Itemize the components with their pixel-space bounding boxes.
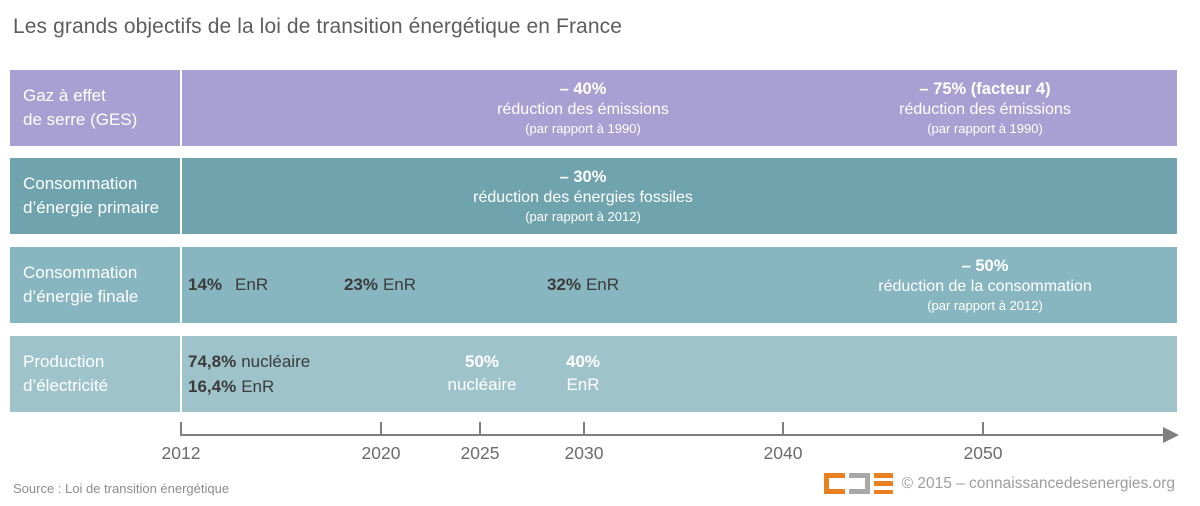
band-energie-finale: Consommation d’énergie finale 14% EnR 23… — [10, 247, 1177, 323]
band-production-electricite: Production d’électricité 74,8% nucléaire … — [10, 336, 1177, 412]
credit-block: © 2015 – connaissancedesenergies.org — [823, 473, 1175, 494]
timeline-arrow-icon — [1163, 427, 1179, 443]
band-energie-primaire: Consommation d’énergie primaire – 30% ré… — [10, 158, 1177, 234]
target-description: réduction de la consommation — [878, 278, 1092, 295]
year-label-2040: 2040 — [763, 443, 803, 463]
mix-line: 16,4% EnR — [188, 374, 310, 399]
band-label-line: Production — [23, 352, 105, 371]
copyright-text: © 2015 – connaissancedesenergies.org — [901, 474, 1175, 492]
value-number: 16,4% — [188, 377, 237, 396]
year-label-2012: 2012 — [161, 443, 201, 463]
band-label-line: d’énergie finale — [23, 287, 139, 306]
band-label-line: Consommation — [23, 174, 138, 193]
band-label-line: Consommation — [23, 263, 138, 282]
target-description: réduction des émissions — [899, 101, 1071, 118]
target-enr-2030: 40% EnR — [523, 336, 643, 412]
target-value: – 30% — [559, 168, 607, 186]
band-energie-finale-label: Consommation d’énergie finale — [10, 247, 182, 323]
band-label-line: d’électricité — [23, 376, 109, 395]
band-label-line: Gaz à effet — [23, 86, 106, 105]
band-label-line: d’énergie primaire — [23, 198, 160, 217]
band-production-electricite-label: Production d’électricité — [10, 336, 182, 412]
target-finale-2050: – 50% réduction de la consommation (par … — [825, 247, 1145, 323]
value-unit: EnR — [585, 275, 620, 294]
year-label-2020: 2020 — [361, 443, 401, 463]
band-energie-primaire-label: Consommation d’énergie primaire — [10, 158, 182, 234]
logo-c-glyph-icon — [823, 473, 845, 494]
target-value: – 50% — [961, 257, 1009, 275]
year-label-2030: 2030 — [564, 443, 604, 463]
value-unit: EnR — [566, 375, 600, 394]
mix-line: 74,8% nucléaire — [188, 349, 310, 374]
value-number: 23% — [343, 275, 378, 294]
value-unit: EnR — [382, 275, 417, 294]
tick-2012 — [180, 422, 182, 434]
value-unit: nucléaire — [241, 352, 311, 371]
value-enr-2030: 32% EnR — [523, 247, 643, 323]
band-label-line: de serre (GES) — [23, 110, 138, 129]
value-enr-2020: 23% EnR — [320, 247, 440, 323]
value-number: 14% — [188, 275, 223, 294]
band-ges-label: Gaz à effet de serre (GES) — [10, 70, 182, 146]
value-unit: nucléaire — [447, 375, 517, 394]
value-number: 74,8% — [188, 352, 237, 371]
value-enr-2012: 14% EnR — [188, 247, 268, 323]
band-ges: Gaz à effet de serre (GES) – 40% réducti… — [10, 70, 1177, 146]
target-reference: (par rapport à 1990) — [525, 121, 641, 136]
value-number: 50% — [464, 352, 500, 371]
target-primaire-2030: – 30% réduction des énergies fossiles (p… — [423, 158, 743, 234]
tick-2050 — [982, 422, 984, 434]
tick-2040 — [782, 422, 784, 434]
logo-e-glyph-icon — [873, 473, 893, 494]
value-unit: EnR — [241, 377, 275, 396]
logo-d-glyph-icon — [848, 473, 870, 494]
target-description: réduction des énergies fossiles — [473, 189, 693, 206]
year-label-2025: 2025 — [460, 443, 500, 463]
target-reference: (par rapport à 1990) — [927, 121, 1043, 136]
target-ges-2030: – 40% réduction des émissions (par rappo… — [423, 70, 743, 146]
tick-2020 — [380, 422, 382, 434]
tick-2030 — [583, 422, 585, 434]
value-number: 32% — [546, 275, 581, 294]
target-ges-2050: – 75% (facteur 4) réduction des émission… — [825, 70, 1145, 146]
target-reference: (par rapport à 2012) — [927, 298, 1043, 313]
mix-electrique-2012: 74,8% nucléaire 16,4% EnR — [188, 336, 310, 412]
target-description: réduction des émissions — [497, 101, 669, 118]
page-title: Les grands objectifs de la loi de transi… — [13, 15, 622, 38]
target-reference: (par rapport à 2012) — [525, 209, 641, 224]
value-unit: EnR — [235, 275, 269, 294]
target-value: – 40% — [559, 80, 607, 98]
timeline-axis — [180, 434, 1165, 436]
source-note: Source : Loi de transition énergétique — [13, 481, 230, 496]
target-nucleaire-2025: 50% nucléaire — [422, 336, 542, 412]
tick-2025 — [479, 422, 481, 434]
target-value: – 75% (facteur 4) — [919, 80, 1051, 98]
year-label-2050: 2050 — [963, 443, 1003, 463]
value-number: 40% — [565, 352, 601, 371]
connaissancedesenergies-logo-icon — [823, 473, 893, 494]
